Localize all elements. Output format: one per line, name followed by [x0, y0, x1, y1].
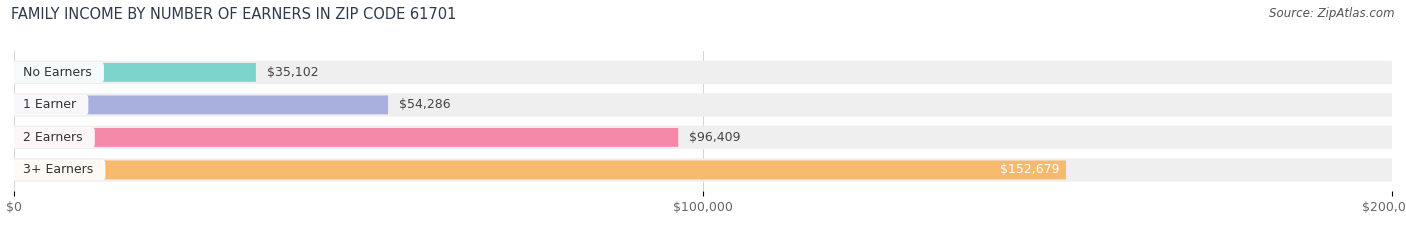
- Text: FAMILY INCOME BY NUMBER OF EARNERS IN ZIP CODE 61701: FAMILY INCOME BY NUMBER OF EARNERS IN ZI…: [11, 7, 457, 22]
- Text: $35,102: $35,102: [267, 66, 319, 79]
- Text: $152,679: $152,679: [1000, 163, 1059, 176]
- FancyBboxPatch shape: [14, 96, 388, 114]
- Text: 3+ Earners: 3+ Earners: [15, 163, 101, 176]
- FancyBboxPatch shape: [14, 158, 1392, 182]
- Text: $54,286: $54,286: [399, 98, 451, 111]
- Text: No Earners: No Earners: [15, 66, 100, 79]
- FancyBboxPatch shape: [14, 63, 256, 82]
- Text: Source: ZipAtlas.com: Source: ZipAtlas.com: [1270, 7, 1395, 20]
- FancyBboxPatch shape: [14, 61, 1392, 84]
- Text: 1 Earner: 1 Earner: [15, 98, 84, 111]
- FancyBboxPatch shape: [14, 161, 1066, 179]
- Text: $96,409: $96,409: [689, 131, 741, 144]
- FancyBboxPatch shape: [14, 126, 1392, 149]
- FancyBboxPatch shape: [14, 93, 1392, 116]
- FancyBboxPatch shape: [14, 128, 678, 147]
- Text: 2 Earners: 2 Earners: [15, 131, 91, 144]
